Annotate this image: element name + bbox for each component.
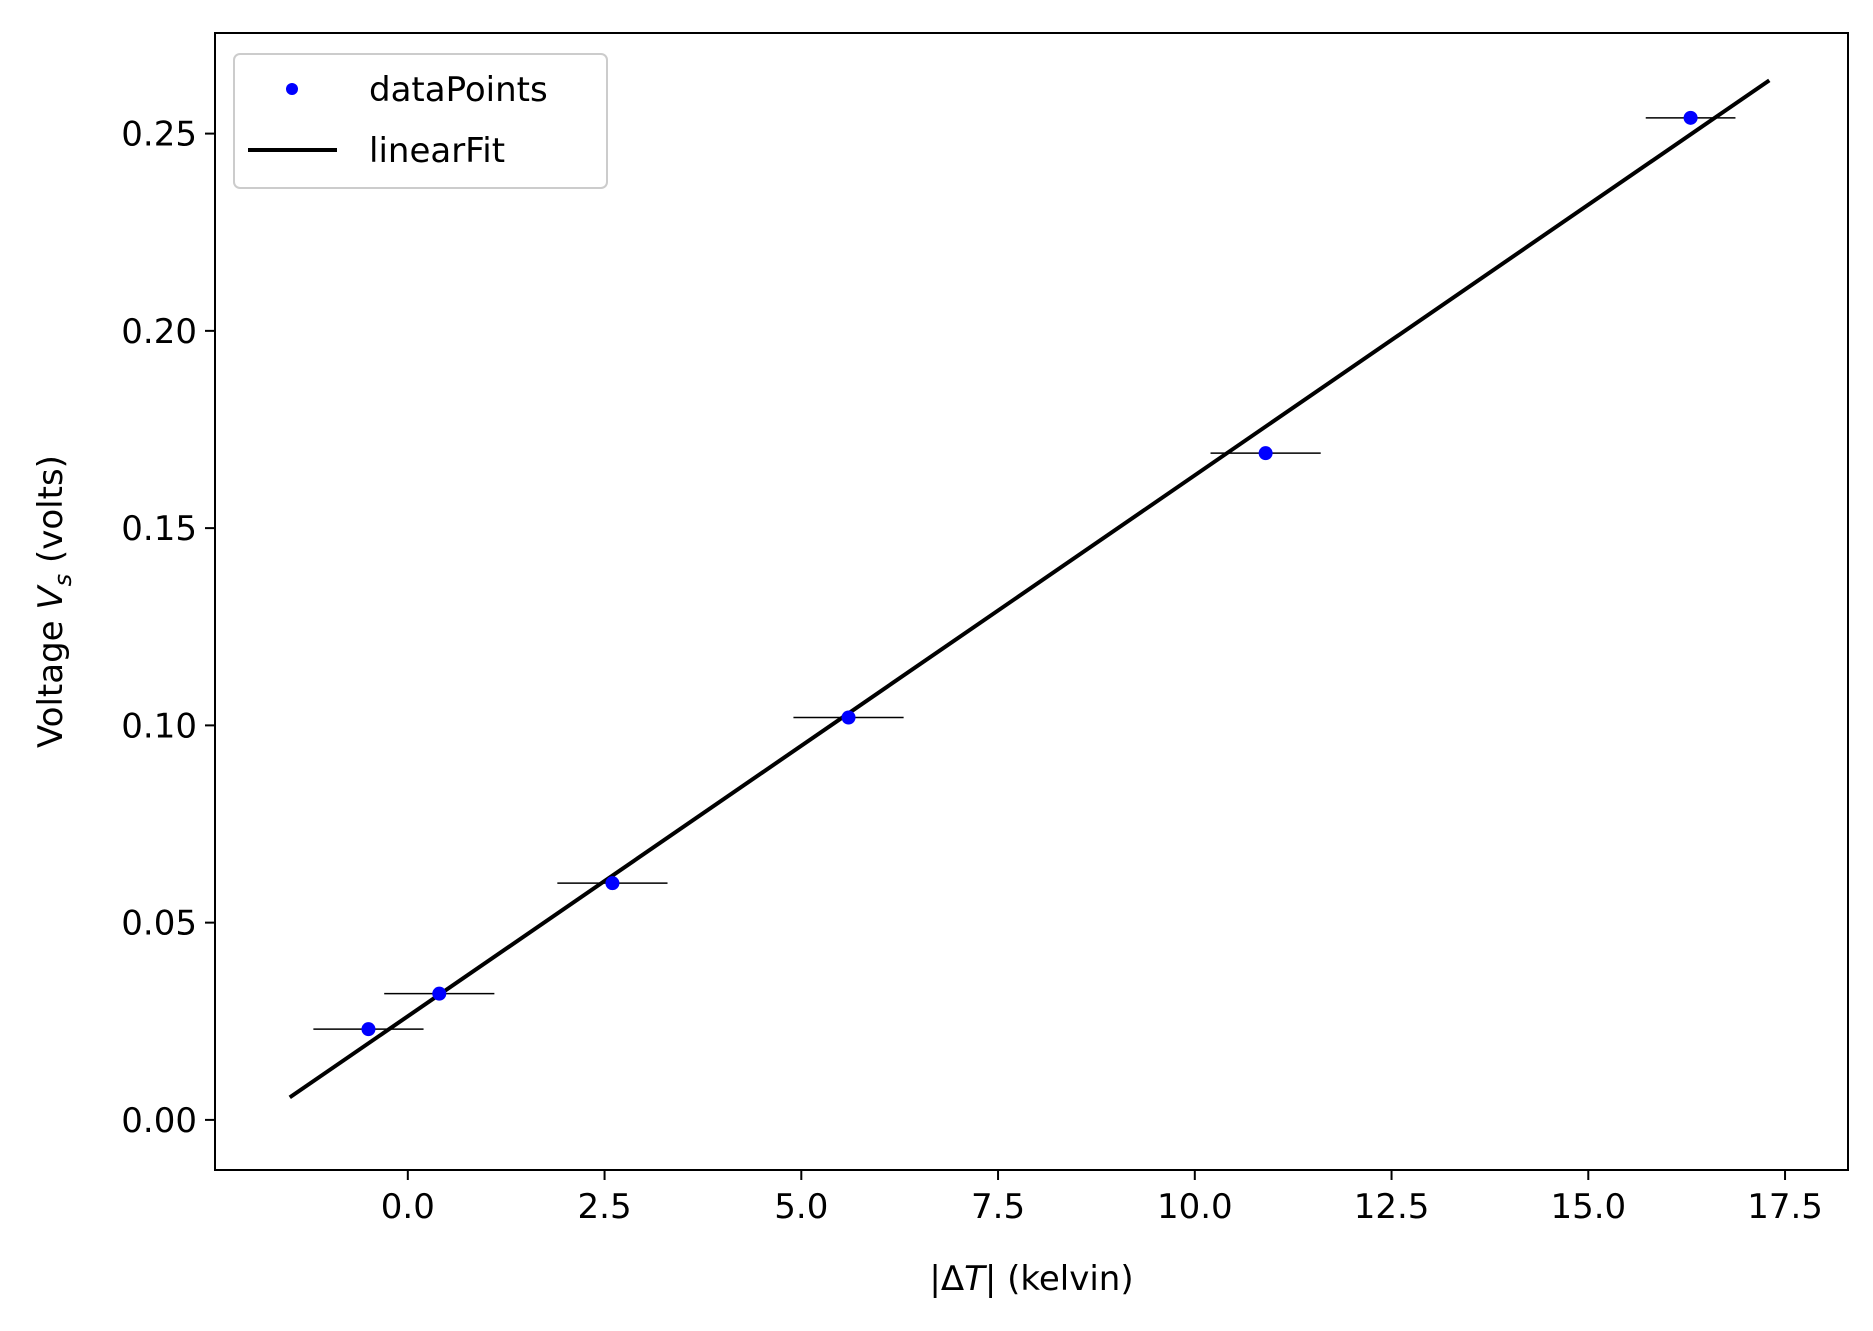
x-tick-label: 2.5	[578, 1187, 632, 1227]
y-tick-label: 0.15	[121, 509, 197, 549]
data-point	[361, 1022, 376, 1037]
legend-frame	[233, 53, 608, 189]
legend: dataPoints linearFit	[233, 53, 608, 189]
y-tick-label: 0.20	[121, 312, 197, 352]
data-point	[605, 876, 620, 891]
axes-frame	[214, 32, 1849, 1171]
x-axis-label: |ΔT| (kelvin)	[929, 1259, 1133, 1299]
data-point	[841, 710, 856, 725]
fit-line	[288, 78, 1771, 1100]
x-axis-label-variable: T	[964, 1259, 987, 1299]
y-axis-label-suffix: (volts)	[31, 455, 71, 574]
data-point	[1258, 446, 1273, 461]
data-point	[1683, 110, 1698, 125]
x-tick-label: 15.0	[1550, 1187, 1626, 1227]
y-axis-label-variable: V	[31, 584, 71, 610]
y-tick-label: 0.25	[121, 115, 197, 155]
x-axis-label-prefix: |Δ	[929, 1259, 964, 1299]
x-tick-label: 10.0	[1157, 1187, 1233, 1227]
axis-ticks: 0.0 2.5 5.0 7.5 10.0 12.5 15.0 17.5 0.00 0.05 0.10…	[121, 115, 1823, 1227]
data-point	[432, 986, 447, 1001]
y-axis-label-subscript: s	[49, 574, 77, 587]
y-axis-label-prefix: Voltage	[31, 610, 71, 748]
x-tick-label: 17.5	[1747, 1187, 1823, 1227]
x-tick-label: 5.0	[774, 1187, 828, 1227]
x-axis-label-suffix: | (kelvin)	[985, 1259, 1134, 1299]
legend-marker-datapoints	[286, 83, 298, 95]
x-tick-label: 12.5	[1354, 1187, 1430, 1227]
y-axis-label: Voltage Vs (volts)	[31, 455, 77, 748]
x-tick-label: 0.0	[381, 1187, 435, 1227]
x-tick-label: 7.5	[971, 1187, 1025, 1227]
legend-label-linearfit: linearFit	[369, 131, 505, 171]
y-tick-label: 0.05	[121, 904, 197, 944]
legend-label-datapoints: dataPoints	[369, 70, 548, 110]
y-tick-label: 0.10	[121, 706, 197, 746]
plot-area	[214, 32, 1849, 1171]
y-tick-label: 0.00	[121, 1101, 197, 1141]
